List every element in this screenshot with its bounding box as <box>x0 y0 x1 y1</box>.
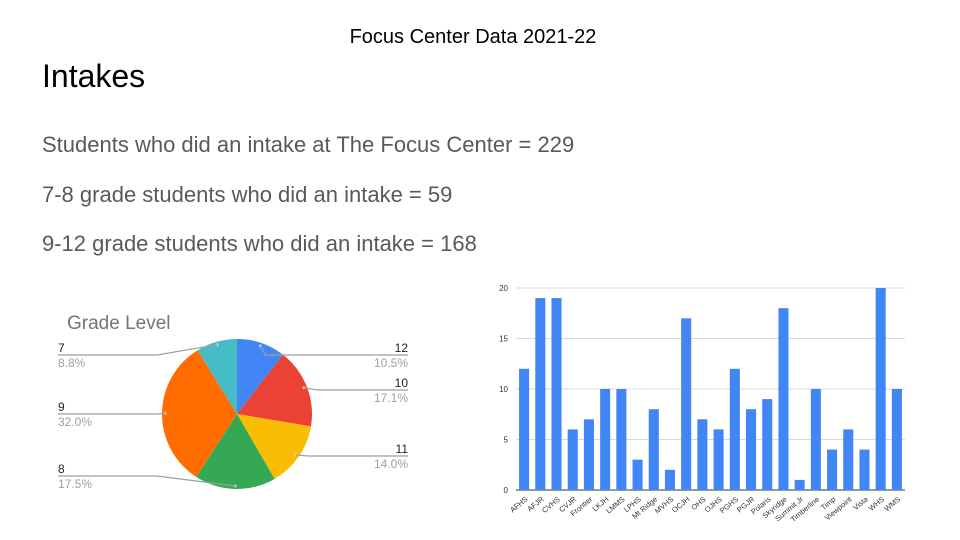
bar-x-label-ocjh: OCJH <box>670 495 691 515</box>
bar-summit-jr <box>794 479 805 490</box>
pie-label-grade-10: 10 <box>395 376 409 390</box>
pie-leader-line-11 <box>296 454 408 457</box>
pie-label-percent-9: 32.0% <box>58 415 92 429</box>
pie-leader-line-7 <box>58 344 218 356</box>
bar-y-tick-5: 5 <box>504 436 509 445</box>
pie-slice-grade-12 <box>237 339 284 414</box>
pie-label-grade-7: 7 <box>58 341 65 355</box>
pie-slice-grade-8 <box>196 414 275 489</box>
pie-slice-grade-11 <box>237 414 311 479</box>
bar-y-tick-0: 0 <box>504 486 509 495</box>
bar-ojhs <box>713 429 724 490</box>
bar-viewpoint <box>843 429 854 490</box>
stat-total-intakes: Students who did an intake at The Focus … <box>42 132 575 157</box>
pie-label-grade-9: 9 <box>58 400 65 414</box>
bar-pghs <box>729 368 740 490</box>
pie-label-grade-12: 12 <box>395 341 409 355</box>
pie-leader-line-10 <box>304 387 408 391</box>
bar-x-label-afhs: AFHS <box>508 495 529 515</box>
pie-label-percent-12: 10.5% <box>374 356 408 370</box>
pie-label-percent-11: 14.0% <box>374 457 408 471</box>
bar-timberline <box>810 389 821 490</box>
bar-y-tick-10: 10 <box>499 385 508 394</box>
bar-lphs <box>632 459 643 490</box>
bar-x-label-wms: WMS <box>882 495 902 514</box>
bar-cvjr <box>567 429 578 490</box>
pie-leader-dot-10 <box>302 386 306 390</box>
bar-vista <box>859 449 870 490</box>
bar-y-tick-20: 20 <box>499 284 508 293</box>
stat-grade-7-8-intakes: 7-8 grade students who did an intake = 5… <box>42 182 453 207</box>
bar-x-label-whs: WHS <box>867 495 886 513</box>
pie-label-grade-8: 8 <box>58 462 65 476</box>
bar-ohs <box>697 419 708 490</box>
header-title: Focus Center Data 2021-22 <box>349 26 597 48</box>
bar-x-label-vista: Vista <box>851 494 870 512</box>
pie-leader-line-8 <box>58 475 236 487</box>
pie-slice-grade-10 <box>237 354 313 427</box>
pie-leader-line-9 <box>58 412 166 415</box>
stat-grade-9-12-intakes: 9-12 grade students who did an intake = … <box>42 231 477 256</box>
bar-pgjr <box>746 409 757 490</box>
bar-frontier <box>583 419 594 490</box>
bar-mt-ridge <box>648 409 659 490</box>
bar-timp <box>827 449 838 490</box>
bar-wms <box>891 389 902 490</box>
bar-whs <box>875 288 886 490</box>
pie-label-percent-7: 8.8% <box>58 356 86 370</box>
bar-x-label-cvhs: CVHS <box>540 495 562 515</box>
bar-polaris <box>762 399 773 490</box>
bar-ocjh <box>681 318 692 490</box>
pie-label-percent-8: 17.5% <box>58 477 92 491</box>
pie-slice-grade-7 <box>197 339 237 414</box>
slide-title: Intakes <box>42 58 146 94</box>
pie-label-percent-10: 17.1% <box>374 391 408 405</box>
bar-mvhs <box>664 469 675 490</box>
bar-lmms <box>616 389 627 490</box>
bar-skyridge <box>778 308 789 490</box>
bar-afhs <box>519 368 530 490</box>
pie-leader-line-12 <box>259 345 408 356</box>
pie-label-grade-11: 11 <box>396 442 409 456</box>
pie-slice-grade-9 <box>162 350 237 477</box>
bar-cvhs <box>551 298 562 490</box>
bar-y-tick-15: 15 <box>499 335 508 344</box>
bar-lkjh <box>600 389 611 490</box>
pie-chart-title: Grade Level <box>67 313 171 334</box>
pie-leader-dot-7 <box>215 343 219 347</box>
bar-afjr <box>535 298 546 490</box>
